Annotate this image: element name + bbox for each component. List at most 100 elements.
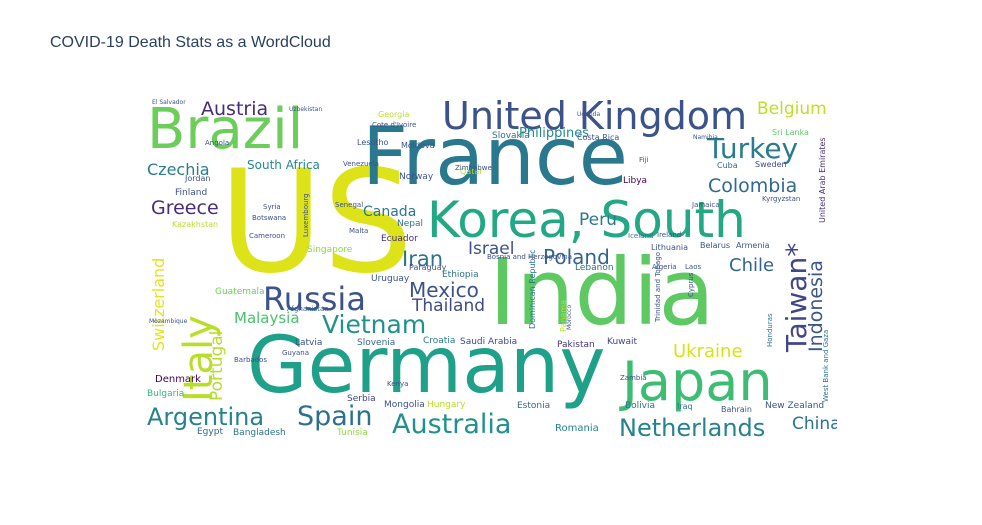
- word-cuba: Cuba: [717, 161, 738, 170]
- word-morocco: Morocco: [566, 304, 573, 330]
- word-uganda: Uganda: [577, 111, 601, 118]
- word-saudi-arabia: Saudi Arabia: [460, 337, 518, 347]
- word-egypt: Egypt: [197, 427, 223, 437]
- word-brazil: Brazil: [147, 97, 304, 162]
- word-venezuela: Venezuela: [343, 160, 379, 168]
- word-el-salvador: El Salvador: [152, 99, 186, 106]
- word-iraq: Iraq: [677, 402, 693, 411]
- word-jordan: Jordan: [185, 174, 211, 183]
- word-luxembourg: Luxembourg: [302, 193, 310, 237]
- word-georgia: Georgia: [378, 110, 410, 119]
- word-armenia: Armenia: [736, 241, 770, 250]
- word-greece: Greece: [151, 197, 219, 219]
- word-india: India: [489, 239, 715, 346]
- word-peru: Peru: [579, 210, 617, 230]
- word-paraguay: Paraguay: [409, 263, 447, 272]
- word-philippines: Philippines: [519, 126, 590, 141]
- word-turkey: Turkey: [707, 132, 799, 165]
- word-estonia: Estonia: [517, 401, 551, 411]
- word-norway: Norway: [399, 172, 434, 182]
- word-qatar: Qatar: [460, 167, 483, 176]
- word-sweden: Sweden: [755, 160, 787, 169]
- word-new-zealand: New Zealand: [765, 401, 825, 411]
- word-latvia: Latvia: [295, 338, 323, 348]
- word-bosnia-and-herzegovina: Bosnia and Herzegovina: [487, 253, 572, 261]
- word-algeria: Algeria: [652, 263, 677, 271]
- word-fiji: Fiji: [639, 156, 649, 164]
- word-kyrgyzstan: Kyrgyzstan: [762, 195, 801, 203]
- word-honduras: Honduras: [766, 313, 774, 347]
- word-slovakia: Slovakia: [492, 131, 530, 141]
- word-mozambique: Mozambique: [149, 318, 188, 325]
- word-moldova: Moldova: [401, 141, 435, 150]
- word-afghanistan: Afghanistan: [287, 305, 329, 313]
- word-libya: Libya: [623, 176, 648, 186]
- word-czechia: Czechia: [147, 160, 210, 179]
- word-syria: Syria: [263, 203, 281, 211]
- word-germany: Germany: [247, 321, 606, 411]
- word-mexico: Mexico: [409, 278, 479, 302]
- word-nepal: Nepal: [397, 219, 423, 229]
- word-belarus: Belarus: [700, 241, 731, 250]
- word-kuwait: Kuwait: [607, 337, 638, 347]
- word-zimbabwe: Zimbabwe: [455, 164, 492, 172]
- word-iran: Iran: [402, 247, 444, 271]
- word-ecuador: Ecuador: [381, 234, 418, 244]
- word-iceland: Iceland: [628, 232, 654, 240]
- word-us: US: [219, 140, 414, 305]
- word-china: China: [792, 414, 837, 434]
- word-argentina: Argentina: [147, 403, 265, 431]
- word-thailand: Thailand: [412, 296, 486, 316]
- word-west-bank-and-gaza: West Bank and Gaza: [822, 329, 830, 402]
- chart-title: COVID-19 Death Stats as a WordCloud: [50, 34, 331, 51]
- word-austria: Austria: [201, 98, 269, 120]
- word-cloud: US India Germany France Brazil Japan Korea, So…: [147, 97, 837, 442]
- word-ireland: Ireland: [657, 231, 682, 239]
- word-russia: Russia: [263, 280, 366, 318]
- word-malta: Malta: [349, 227, 369, 235]
- word-senegal: Senegal: [335, 201, 364, 209]
- word-finland: Finland: [175, 188, 208, 198]
- word-denmark: Denmark: [155, 374, 201, 385]
- word-barbados: Barbados: [234, 356, 268, 364]
- word-bolivia: Bolivia: [625, 401, 656, 411]
- word-portugal: Portugal: [207, 330, 227, 401]
- word-namibia: Namibia: [693, 134, 718, 141]
- word-botswana: Botswana: [252, 214, 287, 222]
- word-bangladesh: Bangladesh: [233, 428, 286, 438]
- word-pakistan: Pakistan: [557, 340, 595, 350]
- word-sri-lanka: Sri Lanka: [772, 128, 809, 137]
- word-south-africa: South Africa: [247, 158, 320, 172]
- word-japan: Japan: [622, 350, 773, 413]
- word-dominican-republic: Dominican Republic: [528, 249, 537, 329]
- word-ethiopia: Ethiopia: [442, 270, 479, 280]
- word-hungary: Hungary: [427, 400, 466, 410]
- word-korea-south: Korea, South: [427, 191, 746, 249]
- word-trinidad-and-tobago: Trinidad and Tobago: [654, 251, 662, 322]
- word-united-arab-emirates: United Arab Emirates: [818, 137, 827, 223]
- word-kazakhstan: Kazakhstan: [172, 220, 219, 229]
- word-belgium: Belgium: [757, 99, 827, 119]
- word-vietnam: Vietnam: [322, 310, 427, 339]
- word-cameroon: Cameroon: [249, 232, 286, 240]
- word-angola: Angola: [205, 139, 230, 147]
- word-malaysia: Malaysia: [234, 309, 300, 327]
- word-croatia: Croatia: [423, 336, 456, 346]
- word-slovenia: Slovenia: [357, 338, 396, 348]
- word-cote-d-ivoire: Cote d'Ivoire: [372, 121, 417, 129]
- word-cyprus: Cyprus: [687, 272, 695, 297]
- word-lesotho: Lesotho: [357, 138, 389, 147]
- word-bahrain: Bahrain: [721, 405, 752, 414]
- word-poland: Poland: [543, 245, 610, 269]
- word-lebanon: Lebanon: [575, 263, 614, 273]
- word-france: France: [362, 110, 629, 203]
- word-chile: Chile: [729, 255, 775, 276]
- word-costa-rica: Costa Rica: [577, 133, 620, 142]
- word-colombia: Colombia: [708, 175, 798, 197]
- word-kenya: Kenya: [387, 380, 409, 388]
- word-united-kingdom: United Kingdom: [442, 97, 748, 138]
- word-spain: Spain: [297, 401, 373, 432]
- word-guyana: Guyana: [282, 349, 310, 357]
- word-netherlands: Netherlands: [619, 414, 766, 442]
- word-zambia: Zambia: [620, 374, 647, 382]
